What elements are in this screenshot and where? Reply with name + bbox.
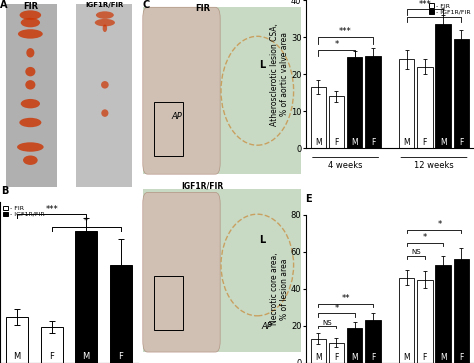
Bar: [6, 317, 28, 363]
Text: F: F: [49, 352, 54, 361]
Ellipse shape: [25, 67, 36, 76]
Text: IGF1R/FIR: IGF1R/FIR: [182, 182, 224, 191]
Bar: [154, 276, 183, 330]
Text: *: *: [423, 233, 427, 242]
Ellipse shape: [96, 11, 114, 19]
Text: FIR: FIR: [195, 4, 210, 13]
Bar: [143, 7, 301, 174]
Text: F: F: [118, 352, 123, 361]
Text: F: F: [334, 138, 338, 147]
Bar: [6, 4, 56, 187]
Text: M: M: [403, 353, 410, 362]
Ellipse shape: [221, 214, 293, 316]
Text: C: C: [143, 0, 150, 10]
Text: F: F: [371, 138, 375, 147]
Legend: - FIR, - IGF1R/FIR: - FIR, - IGF1R/FIR: [429, 3, 471, 15]
Text: F: F: [423, 353, 427, 362]
Text: IGF1R/FIR: IGF1R/FIR: [85, 2, 123, 8]
Bar: [143, 189, 301, 352]
Ellipse shape: [95, 19, 115, 26]
Ellipse shape: [21, 99, 40, 109]
Text: AP: AP: [171, 112, 182, 121]
Bar: [154, 102, 183, 156]
Ellipse shape: [101, 81, 109, 89]
Text: M: M: [82, 352, 90, 361]
Bar: [75, 231, 98, 363]
Bar: [365, 56, 381, 148]
Bar: [454, 259, 469, 363]
Text: *: *: [334, 303, 338, 313]
Text: ***: ***: [339, 27, 352, 36]
Text: FIR: FIR: [24, 2, 38, 11]
Text: *: *: [438, 220, 442, 229]
Bar: [365, 321, 381, 363]
Text: F: F: [334, 353, 338, 362]
Ellipse shape: [101, 109, 109, 117]
Text: *: *: [84, 217, 88, 226]
Bar: [436, 265, 451, 363]
Text: L: L: [259, 234, 265, 245]
FancyBboxPatch shape: [143, 7, 220, 174]
Y-axis label: Atherosclerotic lesion CSA,
% of aortic valve area: Atherosclerotic lesion CSA, % of aortic …: [270, 23, 290, 126]
Text: *: *: [334, 40, 338, 49]
Ellipse shape: [221, 36, 293, 145]
Bar: [329, 343, 344, 363]
Ellipse shape: [23, 155, 38, 165]
Text: M: M: [440, 353, 447, 362]
Text: L: L: [259, 60, 265, 70]
Bar: [417, 280, 433, 363]
Bar: [399, 278, 414, 363]
Ellipse shape: [19, 11, 41, 20]
Text: ***: ***: [419, 0, 431, 8]
Bar: [329, 96, 344, 148]
Ellipse shape: [103, 25, 107, 32]
Text: M: M: [351, 138, 358, 147]
FancyBboxPatch shape: [143, 192, 220, 352]
Text: F: F: [423, 138, 427, 147]
Bar: [454, 39, 469, 148]
Text: M: M: [351, 353, 358, 362]
Ellipse shape: [25, 80, 36, 90]
Text: M: M: [440, 138, 447, 147]
Bar: [347, 57, 363, 148]
Ellipse shape: [18, 29, 43, 38]
Bar: [310, 87, 326, 148]
Y-axis label: Necrotic core area,
% of lesion area: Necrotic core area, % of lesion area: [270, 253, 290, 325]
Bar: [399, 59, 414, 148]
Bar: [436, 24, 451, 148]
Bar: [417, 67, 433, 148]
Bar: [41, 327, 63, 363]
Text: AP: AP: [262, 322, 273, 331]
Ellipse shape: [19, 118, 41, 127]
Text: ***: ***: [46, 205, 58, 214]
Bar: [109, 265, 132, 363]
Text: M: M: [403, 138, 410, 147]
Text: *: *: [440, 7, 445, 16]
Text: NS: NS: [322, 319, 332, 326]
Ellipse shape: [21, 18, 40, 27]
Text: A: A: [0, 0, 8, 10]
Text: **: **: [341, 294, 350, 303]
Text: B: B: [0, 187, 8, 196]
Bar: [76, 4, 132, 187]
Text: F: F: [459, 138, 464, 147]
Ellipse shape: [26, 48, 35, 57]
Text: E: E: [306, 194, 312, 204]
Legend: - FIR, - IGF1R/FIR: - FIR, - IGF1R/FIR: [3, 205, 45, 217]
Ellipse shape: [17, 142, 44, 152]
Text: M: M: [315, 353, 321, 362]
Text: 4 weeks: 4 weeks: [328, 161, 363, 170]
Text: NS: NS: [411, 249, 420, 255]
Text: M: M: [14, 352, 21, 361]
Text: F: F: [371, 353, 375, 362]
Text: M: M: [315, 138, 321, 147]
Bar: [347, 328, 363, 363]
Bar: [310, 339, 326, 363]
Text: 12 weeks: 12 weeks: [414, 161, 454, 170]
Text: F: F: [459, 353, 464, 362]
